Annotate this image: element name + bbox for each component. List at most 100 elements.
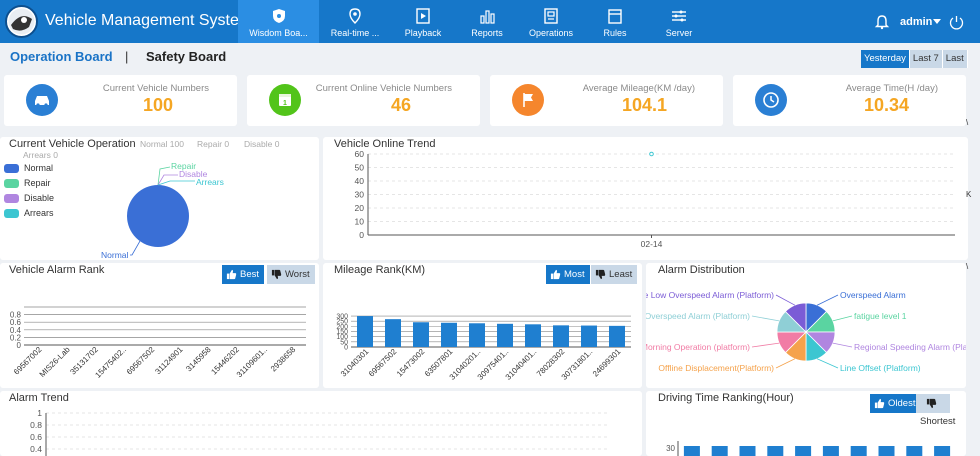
y-tick-label: 200 (336, 324, 348, 331)
thumbs-up-icon (874, 398, 885, 409)
bar (934, 446, 951, 456)
best-button[interactable]: Best (222, 265, 265, 284)
least-button[interactable]: Least (591, 265, 638, 284)
power-icon[interactable] (948, 14, 965, 31)
y-tick-label: 0.6 (10, 318, 22, 327)
x-tick-label: MIS26-Lab (38, 345, 72, 379)
panel-title: Alarm Distribution (658, 264, 745, 276)
nav-operations[interactable]: Operations (519, 0, 583, 43)
bar (878, 446, 895, 456)
calendar-icon: 1 (269, 84, 301, 116)
legend-item-normal[interactable]: Normal (4, 163, 53, 173)
stat-card-average-time: Average Time(H /day) 10.34 (733, 75, 966, 126)
panel-title: Vehicle Online Trend (334, 138, 436, 150)
vehicle-operation-panel: Current Vehicle Operation Normal 100 Rep… (0, 137, 319, 260)
slice-label: Morning Operation (platform) (646, 342, 750, 352)
x-tick-label: 69567502 (367, 347, 399, 379)
bar (822, 446, 839, 456)
x-tick-label: 31109601.. (235, 345, 269, 379)
nav-label: Real-time ... (330, 28, 380, 38)
y-tick-label: 100 (336, 334, 348, 341)
stat-label: Average Mileage(KM /day) (582, 83, 695, 94)
bar (906, 446, 923, 456)
y-tick-label: 50 (355, 163, 365, 173)
legend-item-disable[interactable]: Disable (4, 193, 54, 203)
y-tick-label: 0.6 (30, 432, 42, 442)
nav-rules[interactable]: Rules (583, 0, 647, 43)
bar-chart-icon (480, 10, 495, 24)
y-tick-label: 0 (359, 230, 364, 240)
stat-value: 104.1 (622, 95, 668, 115)
x-tick-label: 69567502 (125, 345, 157, 377)
stat-card-average-mileage: Average Mileage(KM /day) 104.1 (490, 75, 723, 126)
oldest-button[interactable]: Oldest (870, 394, 921, 413)
nav-label: Rules (603, 28, 627, 38)
chevron-down-icon[interactable] (933, 19, 941, 24)
mileage-rank-chart: 0501001502002503003104030169567502154730… (336, 314, 631, 382)
bar (767, 446, 784, 456)
app-title: Vehicle Management System (45, 12, 253, 29)
top-bar: Vehicle Management System Wisdom Boa... … (0, 0, 980, 43)
user-name[interactable]: admin (900, 16, 933, 28)
shortest-button[interactable] (916, 394, 950, 413)
nav-reports[interactable]: Reports (455, 0, 519, 43)
legend-item-arrears[interactable]: Arrears (4, 208, 54, 218)
online-trend-chart: 0 10 20 30 40 50 60 02-14 (355, 149, 955, 249)
stat-card-online-vehicles: 1 Current Online Vehicle Numbers 46 (247, 75, 480, 126)
y-tick-label: 30 (666, 444, 675, 453)
alarm-distribution-chart: Overspeed Alarm fatigue level 1 Regional S… (646, 290, 966, 373)
pie-label-normal: Normal (101, 250, 129, 260)
legend-label: Repair (24, 178, 51, 188)
stat-label: Current Online Vehicle Numbers (315, 83, 452, 94)
edge-text: \ (966, 262, 969, 271)
nav-server[interactable]: Server (647, 0, 711, 43)
summary-repair: Repair 0 (197, 139, 230, 149)
worst-button[interactable]: Worst (267, 265, 315, 284)
range-last7-button[interactable]: Last 7 (909, 50, 943, 68)
slice-label: e Low Overspeed Alarm (Platform) (646, 290, 774, 300)
nav-real-time[interactable]: Real-time ... (319, 0, 391, 43)
slice-label: Line Offset (Platform) (840, 363, 921, 373)
alarm-distribution-panel: Alarm Distribution Overspeed Alarm fatigu… (646, 263, 966, 388)
bar (683, 446, 700, 456)
label-line (775, 358, 796, 369)
y-tick-label: 250 (336, 319, 348, 326)
bell-icon[interactable] (874, 14, 890, 30)
y-tick-label: 0 (17, 341, 22, 350)
summary-disable: Disable 0 (244, 139, 280, 149)
bar (553, 325, 569, 347)
nav-label: Reports (471, 28, 503, 38)
most-button[interactable]: Most (546, 265, 590, 284)
thumbs-up-icon (550, 269, 561, 280)
edge-text: K (966, 190, 972, 199)
slice-label: Offline Displacement(Platform) (658, 363, 774, 373)
y-tick-label: 0 (344, 345, 348, 352)
edge-text: \ (966, 118, 969, 127)
tab-safety-board[interactable]: Safety Board (146, 49, 227, 64)
nav-label: Wisdom Boa... (249, 28, 308, 38)
label-line (832, 315, 853, 322)
summary-arrears: Arrears 0 (23, 150, 58, 160)
x-tick-label: 3145958 (184, 345, 213, 374)
nav-wisdom-board[interactable]: Wisdom Boa... (238, 0, 319, 43)
legend-label: Normal (24, 163, 54, 173)
shortest-label: Shortest (920, 416, 956, 427)
y-tick-label: 0.4 (10, 326, 22, 335)
legend-swatch (4, 208, 19, 218)
flag-icon (512, 84, 544, 116)
most-label: Most (564, 269, 585, 280)
label-line (751, 315, 780, 322)
range-yesterday-button[interactable]: Yesterday (861, 50, 910, 68)
location-pin-icon (349, 8, 361, 24)
driving-time-chart: 30 (666, 441, 951, 456)
legend-item-repair[interactable]: Repair (4, 178, 51, 188)
y-tick-label: 60 (355, 149, 365, 159)
alarm-rank-panel: Vehicle Alarm Rank Best Worst 0 0.2 0.4 0.6… (0, 263, 319, 388)
label-line (816, 294, 839, 306)
pie-slice-normal[interactable] (127, 185, 189, 247)
legend-label: Arrears (24, 208, 54, 218)
range-last-button[interactable]: Last (942, 50, 968, 68)
tab-operation-board[interactable]: Operation Board (10, 49, 113, 64)
nav-playback[interactable]: Playback (391, 0, 455, 43)
pie-label-disable: Disable (179, 169, 208, 179)
